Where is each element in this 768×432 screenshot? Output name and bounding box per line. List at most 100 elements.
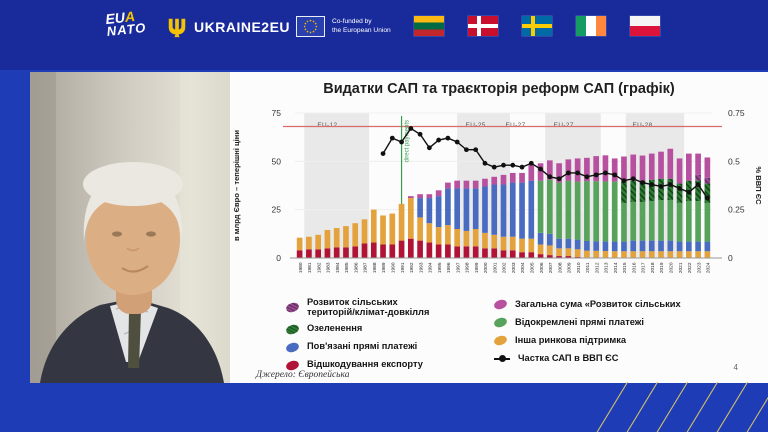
legend-label: територій/клімат-довкілля — [307, 306, 430, 317]
rural-climate-marker-icon — [284, 301, 301, 315]
cofunded-block: Co-funded by the European Union — [296, 16, 391, 37]
eu-stars — [303, 19, 318, 34]
legend-item-coupled-payments: Пов'язані прямі платежі — [284, 340, 494, 354]
flag-sweden-icon — [522, 16, 552, 36]
speaker-video-tile — [30, 72, 230, 383]
legend-item-decoupled-payments: Відокремлені прямі платежі — [492, 316, 756, 329]
svg-text:1988: 1988 — [372, 262, 378, 273]
speaker-tie — [128, 310, 141, 368]
svg-text:2007: 2007 — [548, 262, 554, 273]
legend-item-gdp-share: Частка САП в ВВП ЄС — [494, 352, 756, 365]
svg-text:2018: 2018 — [650, 262, 656, 273]
slide-title: Видатки САП та траєкторія реформ САП (гр… — [323, 81, 675, 97]
svg-text:2004: 2004 — [520, 262, 526, 273]
svg-text:50: 50 — [272, 156, 282, 166]
svg-text:0: 0 — [728, 253, 733, 263]
page-number: 4 — [733, 363, 738, 372]
svg-text:2012: 2012 — [594, 262, 600, 273]
svg-text:75: 75 — [272, 108, 282, 118]
svg-text:EU-25: EU-25 — [466, 122, 486, 129]
svg-text:2006: 2006 — [539, 262, 545, 273]
svg-text:1982: 1982 — [316, 262, 322, 273]
chart-legend: Розвиток сільських територій/клімат-довк… — [284, 297, 756, 372]
flag-denmark-icon — [468, 16, 498, 36]
svg-text:в млрд Євро – теперішні ціни: в млрд Євро – теперішні ціни — [232, 130, 241, 241]
legend-label: Відокремлені прямі платежі — [515, 316, 644, 327]
legend-label: Загальна сума «Розвиток сільських — [515, 298, 681, 309]
svg-text:2020: 2020 — [669, 262, 675, 273]
svg-text:1985: 1985 — [344, 262, 350, 273]
svg-text:0.75: 0.75 — [728, 108, 745, 118]
flag-lithuania-icon — [414, 16, 444, 36]
eu-nato-logo-line2: NATO — [105, 19, 147, 39]
svg-text:1994: 1994 — [428, 262, 434, 273]
svg-text:1990: 1990 — [391, 262, 397, 273]
svg-text:2015: 2015 — [622, 262, 628, 273]
svg-text:1986: 1986 — [353, 262, 359, 273]
ukraine2eu-logo: UKRAINE2EU — [166, 16, 290, 38]
legend-item-other-market: Інша ринкова підтримка — [492, 334, 756, 347]
decoupled-marker-icon — [492, 316, 509, 329]
top-banner: EUA NATO UKRAINE2EU Co — [0, 0, 768, 70]
svg-text:0.5: 0.5 — [728, 156, 740, 166]
svg-text:2024: 2024 — [706, 262, 712, 273]
svg-text:2000: 2000 — [483, 262, 489, 273]
legend-label: Інша ринкова підтримка — [515, 334, 627, 345]
svg-text:2017: 2017 — [641, 262, 647, 273]
flag-poland-icon — [630, 16, 660, 36]
svg-text:1995: 1995 — [437, 262, 443, 273]
svg-text:1993: 1993 — [418, 262, 424, 273]
svg-text:2002: 2002 — [502, 262, 508, 273]
legend-item-rural-climate: Розвиток сільських територій/клімат-довк… — [284, 297, 494, 318]
svg-text:2003: 2003 — [511, 262, 517, 273]
flag-row — [414, 16, 660, 36]
legend-label: Пов'язані прямі платежі — [307, 341, 418, 352]
svg-text:2001: 2001 — [492, 262, 498, 273]
ukraine2eu-label: UKRAINE2EU — [194, 19, 291, 35]
svg-text:2014: 2014 — [613, 262, 619, 273]
eu-flag-icon — [296, 16, 325, 37]
svg-text:2023: 2023 — [696, 262, 702, 273]
svg-text:2021: 2021 — [678, 262, 684, 273]
cap-chart: EU-12 EU-25 EU-27 EU-27 EU-28 direct payments… — [230, 100, 768, 300]
svg-text:0: 0 — [276, 253, 281, 263]
svg-text:1998: 1998 — [465, 262, 471, 273]
svg-text:1997: 1997 — [455, 262, 461, 273]
svg-text:1981: 1981 — [307, 262, 313, 273]
svg-text:1992: 1992 — [409, 262, 415, 273]
legend-item-export-refunds: Відшкодування експорту — [284, 358, 494, 372]
other-market-marker-icon — [492, 334, 509, 347]
source-note: Джерело: Європейська — [256, 370, 350, 380]
legend-label: Озеленення — [307, 323, 363, 334]
svg-text:1980: 1980 — [298, 262, 304, 273]
eu-nato-logo: EUA NATO — [105, 8, 147, 39]
svg-text:2022: 2022 — [687, 262, 693, 273]
cap-chart-svg: EU-12 EU-25 EU-27 EU-27 EU-28 direct payments… — [232, 108, 763, 273]
speaker-portrait — [30, 72, 230, 383]
svg-text:EU-12: EU-12 — [317, 122, 337, 129]
svg-text:2019: 2019 — [659, 262, 665, 273]
svg-text:1984: 1984 — [335, 262, 341, 273]
flag-ireland-icon — [576, 16, 606, 36]
trident-icon — [168, 18, 186, 38]
cofunded-line2: the European Union — [332, 26, 391, 34]
svg-text:2009: 2009 — [567, 262, 573, 273]
greening-marker-icon — [284, 322, 301, 336]
svg-text:1983: 1983 — [326, 262, 332, 273]
svg-text:1987: 1987 — [363, 262, 369, 273]
legend-label: Частка САП в ВВП ЄС — [518, 352, 619, 363]
svg-text:direct payments: direct payments — [405, 120, 411, 162]
svg-text:EU-27: EU-27 — [505, 122, 525, 129]
svg-text:2010: 2010 — [576, 262, 582, 273]
svg-text:2016: 2016 — [631, 262, 637, 273]
svg-text:1996: 1996 — [446, 262, 452, 273]
svg-text:EU-28: EU-28 — [632, 122, 652, 129]
rural-total-marker-icon — [492, 298, 509, 311]
svg-text:2011: 2011 — [585, 262, 591, 273]
coupled-marker-icon — [284, 340, 301, 354]
diagonal-lines-decoration — [596, 382, 768, 432]
gdp-line-marker-icon — [494, 355, 510, 362]
svg-text:0.25: 0.25 — [728, 205, 745, 215]
speaker-face — [86, 183, 180, 295]
